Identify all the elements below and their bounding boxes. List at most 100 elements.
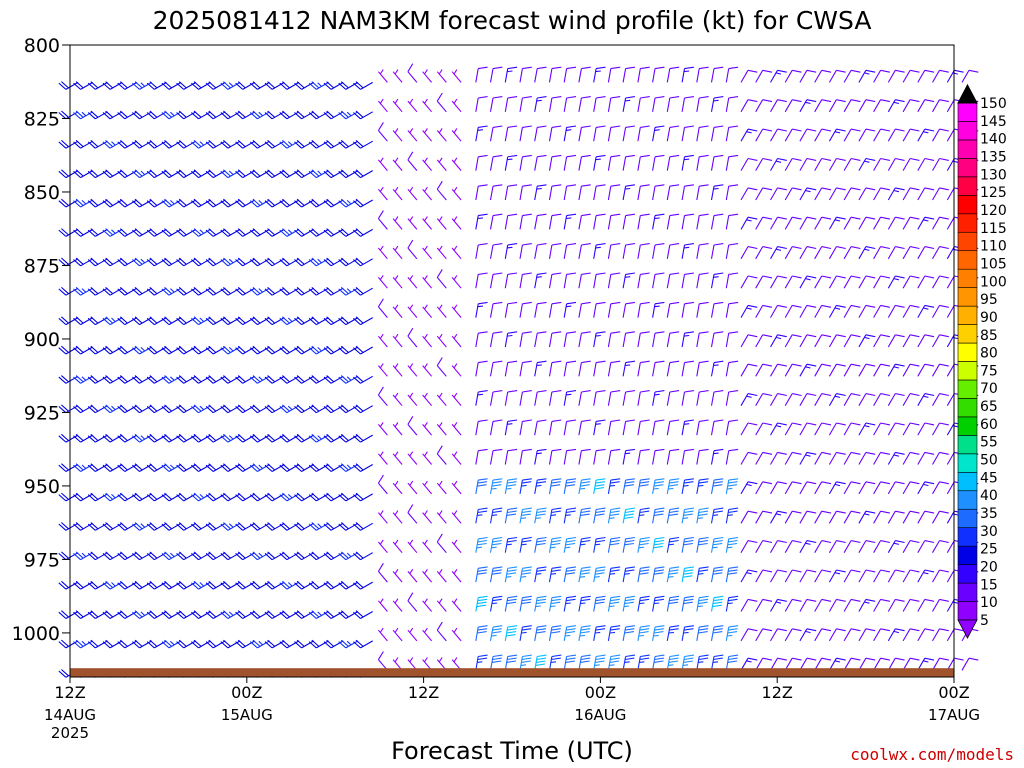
wind-barb bbox=[235, 492, 256, 502]
wind-barb bbox=[102, 81, 123, 90]
wind-barb bbox=[392, 275, 403, 289]
wind-barb bbox=[578, 536, 591, 553]
wind-barb bbox=[828, 393, 846, 406]
wind-barb bbox=[504, 360, 518, 377]
wind-barb bbox=[666, 360, 680, 377]
wind-barb bbox=[932, 216, 949, 230]
wind-barb bbox=[696, 184, 709, 201]
wind-barb bbox=[436, 245, 447, 260]
wind-barb bbox=[279, 110, 300, 120]
colorbar-label: 130 bbox=[980, 167, 1007, 183]
wind-barb bbox=[622, 419, 635, 436]
wind-barb bbox=[117, 316, 138, 326]
wind-barb bbox=[637, 125, 650, 142]
wind-barb bbox=[858, 246, 876, 260]
x-tick-sublabel: 17AUG bbox=[928, 706, 980, 724]
wind-barb bbox=[519, 595, 532, 612]
wind-barb bbox=[710, 243, 724, 259]
wind-barb bbox=[637, 184, 650, 201]
wind-barb bbox=[249, 345, 270, 355]
wind-barb bbox=[814, 304, 832, 318]
wind-barb bbox=[102, 228, 123, 237]
wind-barb bbox=[353, 375, 373, 384]
wind-barb bbox=[563, 507, 577, 524]
wind-barb bbox=[323, 522, 344, 531]
wind-barb bbox=[451, 392, 462, 407]
wind-barb bbox=[534, 536, 547, 553]
wind-barb bbox=[917, 481, 935, 495]
wind-barb bbox=[132, 110, 152, 120]
wind-barb bbox=[637, 154, 650, 171]
wind-barb bbox=[323, 169, 344, 179]
wind-barb bbox=[799, 246, 817, 260]
wind-barb bbox=[828, 157, 846, 171]
wind-barb bbox=[191, 433, 211, 443]
wind-barb bbox=[475, 625, 488, 641]
wind-barb bbox=[249, 463, 270, 472]
wind-barb bbox=[666, 331, 680, 348]
wind-barb bbox=[519, 566, 532, 583]
wind-barb bbox=[519, 478, 532, 494]
wind-barb bbox=[489, 536, 503, 553]
colorbar-label: 65 bbox=[980, 399, 998, 415]
wind-barb bbox=[338, 522, 359, 531]
wind-barb bbox=[666, 507, 680, 524]
wind-barb bbox=[548, 66, 562, 83]
wind-barb bbox=[58, 169, 79, 179]
wind-barb bbox=[873, 157, 891, 171]
wind-barb bbox=[436, 269, 447, 289]
wind-barb bbox=[828, 334, 846, 348]
wind-barb bbox=[784, 187, 802, 201]
wind-barb bbox=[205, 316, 226, 326]
wind-barb bbox=[681, 478, 694, 494]
wind-barb bbox=[873, 334, 891, 348]
y-tick-label: 900 bbox=[24, 329, 60, 351]
wind-barb bbox=[392, 451, 403, 465]
wind-barb bbox=[770, 422, 787, 436]
wind-barb bbox=[58, 433, 79, 443]
wind-barb bbox=[593, 654, 606, 671]
wind-barb bbox=[932, 69, 949, 83]
wind-barb bbox=[117, 404, 138, 414]
wind-barb bbox=[392, 510, 403, 524]
wind-barb bbox=[887, 334, 905, 348]
wind-barb bbox=[784, 99, 802, 113]
wind-barb bbox=[696, 625, 709, 641]
wind-barb bbox=[593, 566, 606, 583]
wind-barb bbox=[755, 393, 773, 406]
colorbar-label: 80 bbox=[980, 346, 998, 362]
wind-barb bbox=[607, 566, 621, 583]
wind-barb bbox=[725, 536, 739, 553]
wind-barb bbox=[828, 69, 846, 83]
wind-barb bbox=[422, 216, 433, 230]
wind-barb bbox=[607, 331, 621, 348]
wind-barb bbox=[696, 566, 709, 583]
wind-barb bbox=[294, 110, 314, 120]
wind-barb bbox=[917, 393, 935, 406]
wind-barb bbox=[652, 360, 665, 377]
wind-barb bbox=[652, 536, 665, 553]
wind-barb bbox=[593, 125, 606, 142]
colorbar-segment bbox=[957, 416, 978, 436]
wind-barb bbox=[422, 451, 433, 465]
wind-barb bbox=[132, 639, 152, 649]
wind-barb bbox=[353, 110, 373, 120]
wind-barb bbox=[710, 390, 724, 406]
wind-barb bbox=[622, 66, 635, 83]
wind-barb bbox=[132, 551, 152, 561]
wind-barb bbox=[249, 610, 270, 619]
wind-barb bbox=[249, 286, 270, 296]
wind-barb bbox=[770, 187, 787, 201]
wind-barb bbox=[117, 492, 138, 502]
wind-barb bbox=[353, 345, 373, 355]
wind-barb bbox=[578, 243, 591, 259]
wind-barb bbox=[87, 551, 108, 561]
wind-barb bbox=[710, 301, 724, 318]
wind-barb bbox=[191, 228, 211, 237]
wind-barb bbox=[607, 448, 621, 465]
wind-barb bbox=[932, 569, 949, 583]
wind-barb bbox=[725, 66, 739, 83]
wind-barb bbox=[146, 257, 167, 267]
wind-barb bbox=[249, 228, 270, 237]
wind-barb bbox=[294, 286, 314, 296]
